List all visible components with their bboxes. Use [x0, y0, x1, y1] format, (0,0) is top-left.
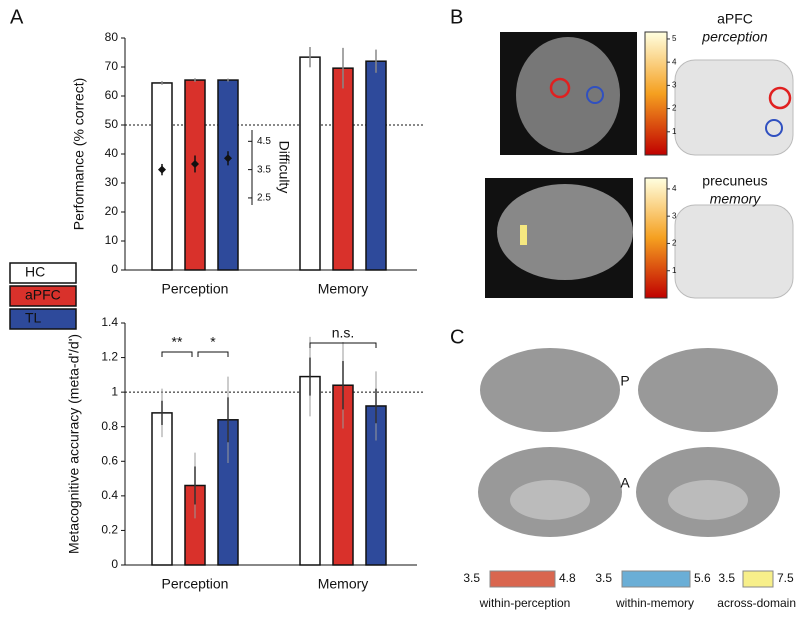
brain-medial	[668, 480, 748, 520]
region-label: precuneus	[702, 173, 767, 189]
colorbar	[644, 177, 668, 299]
panel-label: B	[450, 6, 463, 28]
colorbar	[644, 31, 668, 156]
legend-swatch	[9, 285, 77, 307]
region-label: aPFC	[717, 11, 753, 27]
colorbar-tick-label: 5	[672, 34, 677, 43]
significance-label: n.s.	[332, 325, 355, 341]
y-tick-label: 10	[105, 233, 119, 247]
legend-min: 3.5	[595, 571, 612, 585]
bar	[332, 67, 354, 271]
y-tick-label: 1	[111, 384, 118, 398]
y-tick-label: 0.6	[101, 453, 118, 467]
significance-label: *	[210, 334, 216, 350]
y-tick-label: 1.4	[101, 315, 118, 329]
legend-label: TL	[25, 310, 42, 326]
significance-label: **	[172, 334, 183, 350]
y-tick-label: 0	[111, 262, 118, 276]
difficulty-point	[191, 159, 199, 168]
y-tick-label: 1.2	[101, 350, 118, 364]
difficulty-label: Difficulty	[276, 141, 292, 194]
colorbar-tick-label: 3	[672, 80, 677, 89]
view-label: P	[620, 373, 629, 389]
roi-circle	[586, 86, 604, 104]
colorbar-tick-label: 4	[672, 57, 677, 66]
legend-label: within-memory	[615, 596, 694, 610]
difficulty-tick-label: 2.5	[257, 193, 271, 204]
legend-max: 5.6	[694, 571, 711, 585]
view-label: A	[620, 475, 630, 491]
x-tick-label: Perception	[162, 281, 229, 297]
roi-circle	[768, 86, 792, 110]
roi-circle	[549, 77, 571, 99]
colorbar-tick-label: 1	[672, 266, 677, 275]
brain-slice	[497, 184, 633, 280]
bar	[184, 79, 206, 271]
x-tick-label: Memory	[318, 281, 369, 297]
x-tick-label: Memory	[318, 576, 369, 592]
y-tick-label: 70	[105, 59, 119, 73]
legend-min: 3.5	[718, 571, 735, 585]
roi-circle	[765, 119, 783, 137]
y-axis-label: Performance (% correct)	[71, 78, 87, 230]
legend-label: within-perception	[479, 596, 571, 610]
y-tick-label: 30	[105, 175, 119, 189]
bar	[299, 56, 321, 271]
legend-label: HC	[25, 264, 45, 280]
glass-brain	[674, 59, 794, 156]
legend-label: aPFC	[25, 287, 61, 303]
activation	[520, 225, 527, 245]
legend-max: 4.8	[559, 571, 576, 585]
significance-bracket	[197, 351, 229, 357]
difficulty-tick-label: 3.5	[257, 164, 271, 175]
colorbar-tick-label: 3	[672, 211, 677, 220]
legend-swatch	[9, 262, 77, 284]
panel-label: C	[450, 326, 464, 348]
legend-min: 3.5	[463, 571, 480, 585]
panel-label: A	[10, 6, 24, 28]
legend-swatch	[621, 570, 691, 588]
y-tick-label: 80	[105, 30, 119, 44]
legend-swatch	[9, 308, 77, 330]
significance-bracket	[309, 342, 377, 348]
difficulty-point	[158, 165, 166, 174]
difficulty-point	[224, 154, 232, 163]
difficulty-tick-label: 4.5	[257, 136, 271, 147]
domain-label: memory	[710, 191, 762, 207]
legend-swatch	[742, 570, 774, 588]
legend-max: 7.5	[777, 571, 794, 585]
domain-label: perception	[701, 29, 768, 45]
legend-swatch	[489, 570, 556, 588]
brain-slice	[516, 37, 620, 153]
colorbar-tick-label: 2	[672, 104, 677, 113]
brain-medial	[510, 480, 590, 520]
colorbar-tick-label: 2	[672, 239, 677, 248]
y-tick-label: 60	[105, 88, 119, 102]
bar	[217, 79, 239, 271]
brain-surface	[480, 348, 620, 432]
y-tick-label: 0	[111, 557, 118, 571]
legend-label: across-domain	[717, 596, 796, 610]
y-tick-label: 0.8	[101, 419, 118, 433]
x-tick-label: Perception	[162, 576, 229, 592]
y-tick-label: 50	[105, 117, 119, 131]
significance-bracket	[161, 351, 193, 357]
bar	[151, 82, 173, 271]
y-axis-label: Metacognitive accuracy (meta-d'/d')	[66, 334, 82, 554]
y-tick-label: 0.2	[101, 523, 118, 537]
bar	[365, 60, 387, 271]
y-tick-label: 20	[105, 204, 119, 218]
y-tick-label: 40	[105, 146, 119, 160]
glass-brain	[674, 204, 794, 299]
y-tick-label: 0.4	[101, 488, 118, 502]
colorbar-tick-label: 1	[672, 127, 677, 136]
colorbar-tick-label: 4	[672, 184, 677, 193]
brain-surface	[638, 348, 778, 432]
